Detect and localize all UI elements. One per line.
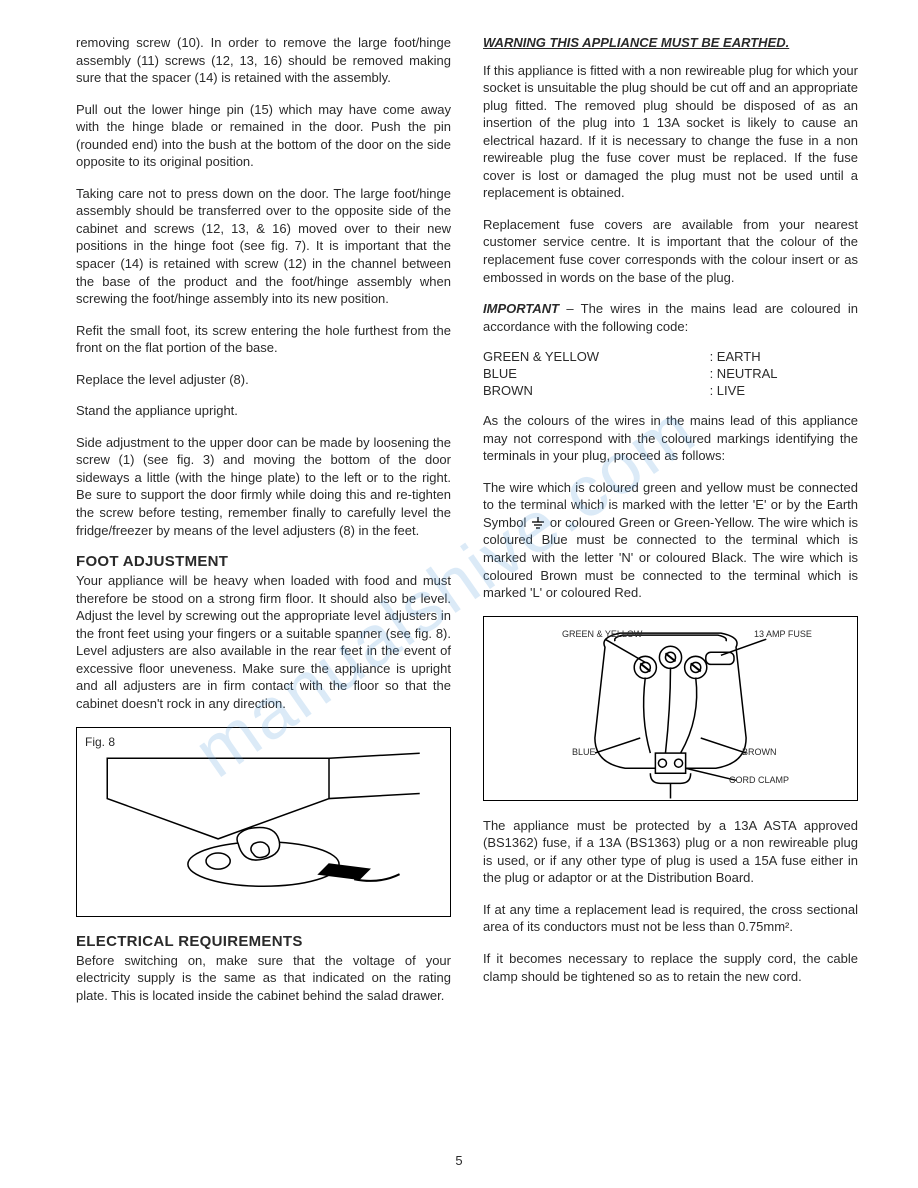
- paragraph: If at any time a replacement lead is req…: [483, 901, 858, 936]
- paragraph: Stand the appliance upright.: [76, 402, 451, 420]
- wire-type: : EARTH: [710, 349, 858, 364]
- wire-colour: BLUE: [483, 366, 680, 381]
- paragraph: Taking care not to press down on the doo…: [76, 185, 451, 308]
- wire-colour-table: GREEN & YELLOW : EARTH BLUE : NEUTRAL BR…: [483, 349, 858, 398]
- plug-label-clamp: CORD CLAMP: [729, 775, 789, 785]
- plug-label-blue: BLUE: [572, 747, 596, 757]
- plug-diagram: [484, 617, 857, 804]
- paragraph: The wire which is coloured green and yel…: [483, 479, 858, 602]
- foot-adjustment-heading: FOOT ADJUSTMENT: [76, 553, 451, 570]
- wire-colour: BROWN: [483, 383, 680, 398]
- electrical-requirements-heading: ELECTRICAL REQUIREMENTS: [76, 933, 451, 950]
- plug-diagram-box: GREEN & YELLOW 13 AMP FUSE BLUE BROWN CO…: [483, 616, 858, 801]
- wire-type: : NEUTRAL: [710, 366, 858, 381]
- paragraph: IMPORTANT – The wires in the mains lead …: [483, 300, 858, 335]
- plug-label-gy: GREEN & YELLOW: [562, 629, 642, 639]
- figure-8-box: Fig. 8: [76, 727, 451, 917]
- paragraph: The appliance must be protected by a 13A…: [483, 817, 858, 887]
- plug-label-fuse: 13 AMP FUSE: [754, 629, 812, 639]
- paragraph: If this appliance is fitted with a non r…: [483, 62, 858, 202]
- paragraph: Your appliance will be heavy when loaded…: [76, 572, 451, 712]
- paragraph: Side adjustment to the upper door can be…: [76, 434, 451, 539]
- wire-colour: GREEN & YELLOW: [483, 349, 680, 364]
- paragraph: Replacement fuse covers are available fr…: [483, 216, 858, 286]
- right-column: WARNING THIS APPLIANCE MUST BE EARTHED. …: [483, 34, 858, 1018]
- paragraph: Pull out the lower hinge pin (15) which …: [76, 101, 451, 171]
- paragraph: Refit the small foot, its screw entering…: [76, 322, 451, 357]
- paragraph: Replace the level adjuster (8).: [76, 371, 451, 389]
- important-label: IMPORTANT: [483, 301, 559, 316]
- wire-type: : LIVE: [710, 383, 858, 398]
- page-number: 5: [0, 1153, 918, 1168]
- paragraph: removing screw (10). In order to remove …: [76, 34, 451, 87]
- plug-label-brown: BROWN: [742, 747, 777, 757]
- warning-heading: WARNING THIS APPLIANCE MUST BE EARTHED.: [483, 34, 858, 52]
- left-column: removing screw (10). In order to remove …: [76, 34, 451, 1018]
- earth-symbol-icon: [530, 517, 546, 531]
- figure-8-illustration: [77, 728, 450, 920]
- paragraph: As the colours of the wires in the mains…: [483, 412, 858, 465]
- paragraph: Before switching on, make sure that the …: [76, 952, 451, 1005]
- paragraph: If it becomes necessary to replace the s…: [483, 950, 858, 985]
